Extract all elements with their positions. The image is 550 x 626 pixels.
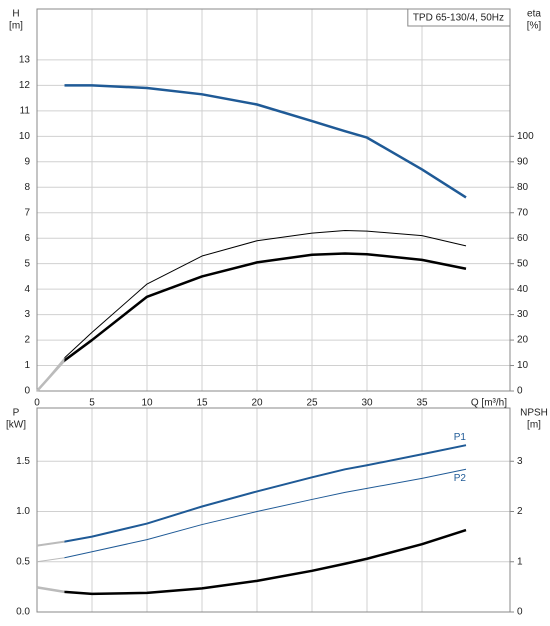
y-tick-label: 11 — [20, 106, 31, 117]
plot-frame — [36, 8, 511, 392]
y2-axis-label: [m] — [527, 420, 541, 431]
curve — [36, 528, 467, 596]
y-tick-label: 1.0 — [16, 506, 30, 517]
curve — [64, 84, 467, 199]
x-axis-label: Q [m³/h] — [471, 398, 507, 409]
y-tick-label: 8 — [24, 182, 30, 193]
y2-tick-label: 3 — [517, 456, 523, 467]
y2-tick-label: 70 — [517, 207, 529, 218]
y-tick-label: 12 — [19, 80, 31, 91]
y2-axis-label: NPSH — [520, 408, 548, 419]
series-label: P2 — [454, 473, 467, 484]
y2-tick-label: 40 — [517, 284, 529, 295]
y-tick-label: 1.5 — [16, 456, 30, 467]
y2-tick-label: 90 — [517, 156, 529, 167]
y-tick-label: 3 — [24, 309, 30, 320]
y-tick-label: 1 — [24, 360, 30, 371]
y-tick-label: 13 — [19, 55, 31, 66]
curve — [36, 468, 467, 563]
y-tick-label: 6 — [24, 233, 30, 244]
y2-axis-label: eta — [527, 9, 541, 20]
y2-tick-label: 80 — [517, 182, 529, 193]
y-tick-label: 9 — [24, 156, 30, 167]
y-tick-label: 10 — [19, 131, 31, 142]
y2-tick-label: 0 — [517, 386, 523, 397]
y-tick-label: 0.0 — [16, 607, 30, 618]
x-tick-label: 10 — [141, 398, 153, 409]
y-tick-label: 7 — [24, 207, 30, 218]
y2-tick-label: 30 — [517, 309, 529, 320]
y-tick-label: 0.5 — [16, 556, 30, 567]
chart-title: TPD 65-130/4, 50Hz — [413, 13, 504, 24]
y-tick-label: 4 — [24, 284, 30, 295]
y-axis-label: H — [12, 9, 19, 20]
x-tick-label: 25 — [306, 398, 318, 409]
y2-tick-label: 20 — [517, 335, 529, 346]
plot-frame — [36, 407, 511, 613]
title-box — [407, 8, 511, 27]
x-tick-label: 35 — [416, 398, 428, 409]
y2-tick-label: 2 — [517, 506, 523, 517]
y-tick-label: 0 — [24, 386, 30, 397]
y2-axis-label: [%] — [527, 21, 542, 32]
x-tick-label: 30 — [361, 398, 373, 409]
curve — [36, 252, 467, 392]
y-axis-label: P — [13, 408, 20, 419]
y-axis-label: [m] — [9, 21, 23, 32]
y2-tick-label: 100 — [517, 131, 534, 142]
series-label: P1 — [454, 432, 467, 443]
x-tick-label: 0 — [34, 398, 40, 409]
y2-tick-label: 10 — [517, 360, 529, 371]
y-tick-label: 5 — [24, 258, 30, 269]
y2-tick-label: 0 — [517, 607, 523, 618]
x-tick-label: 5 — [89, 398, 95, 409]
curve — [36, 444, 467, 547]
y2-tick-label: 1 — [517, 556, 523, 567]
y-tick-label: 2 — [24, 335, 30, 346]
x-tick-label: 15 — [196, 398, 208, 409]
x-tick-label: 20 — [251, 398, 263, 409]
y2-tick-label: 60 — [517, 233, 529, 244]
curve — [36, 230, 467, 392]
y2-tick-label: 50 — [517, 258, 529, 269]
y-axis-label: [kW] — [6, 420, 26, 431]
